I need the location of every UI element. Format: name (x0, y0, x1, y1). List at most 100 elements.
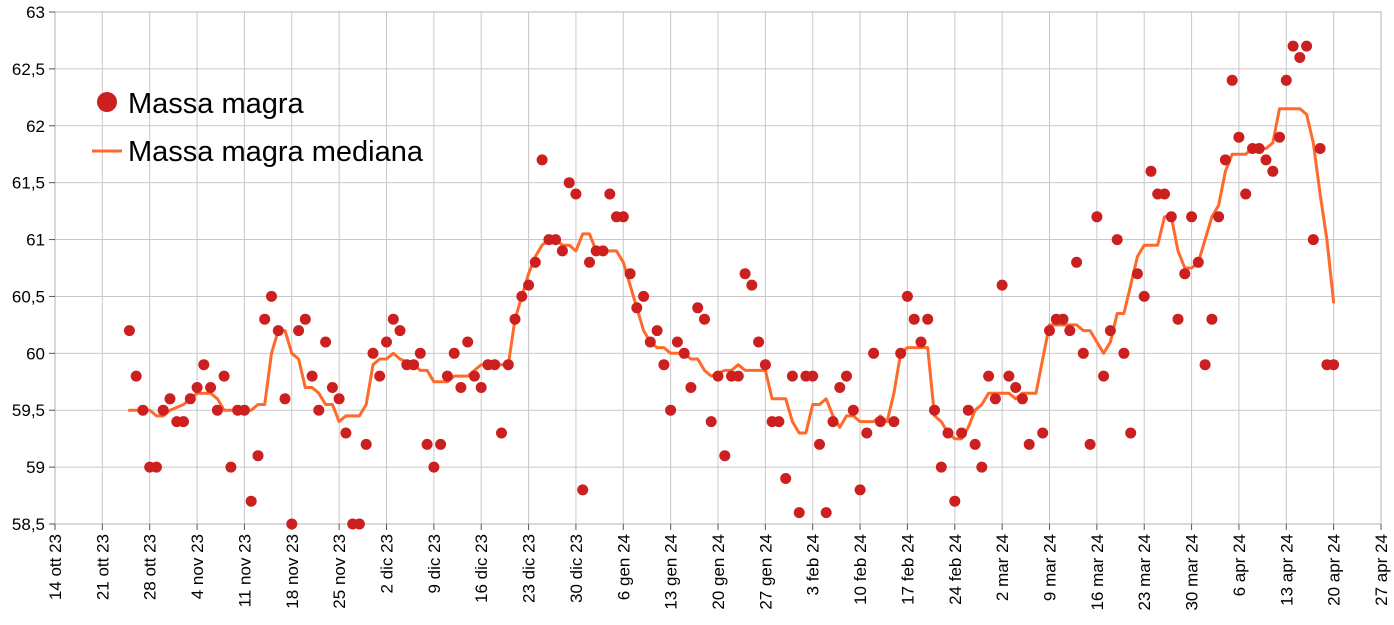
data-point (1186, 211, 1198, 223)
data-point (1084, 438, 1096, 450)
data-point (523, 279, 535, 291)
data-point (387, 313, 399, 325)
data-point (529, 256, 541, 268)
x-tick-label: 4 nov 23 (188, 534, 207, 599)
data-point (137, 404, 149, 416)
data-point (1179, 268, 1191, 280)
data-point (604, 188, 616, 200)
data-point (976, 461, 988, 473)
data-point (556, 245, 568, 257)
data-point (448, 347, 460, 359)
data-point (218, 370, 230, 382)
data-point (286, 518, 298, 530)
data-point (1044, 325, 1055, 337)
data-point (184, 393, 196, 405)
data-point (1172, 313, 1184, 325)
data-point (888, 416, 900, 428)
y-tick-label: 60 (26, 344, 45, 363)
data-point (293, 325, 305, 337)
data-point (908, 313, 920, 325)
data-point (1199, 359, 1211, 371)
median-series (127, 107, 1336, 441)
data-point (266, 290, 277, 302)
x-tick-label: 14 ott 23 (46, 534, 65, 600)
data-point (861, 427, 873, 439)
x-tick-label: 21 ott 23 (93, 534, 112, 600)
data-point (496, 427, 507, 439)
data-point (942, 427, 954, 439)
x-tick-label: 3 feb 24 (804, 534, 823, 595)
data-point (1280, 74, 1292, 86)
data-point (1301, 40, 1313, 52)
data-point (1159, 188, 1170, 200)
data-point (570, 188, 582, 200)
y-tick-label: 63 (26, 3, 45, 22)
data-point (367, 347, 379, 359)
data-point (935, 461, 947, 473)
data-point (435, 438, 447, 450)
data-point (550, 234, 562, 246)
data-point (1118, 347, 1130, 359)
data-point (333, 393, 345, 405)
data-point (1240, 188, 1252, 200)
data-point (1192, 256, 1204, 268)
x-tick-label: 24 feb 24 (946, 534, 965, 605)
legend-marker-points (97, 92, 117, 112)
data-point (895, 347, 907, 359)
x-tick-label: 27 gen 24 (756, 534, 775, 610)
x-tick-label: 23 dic 23 (520, 534, 539, 603)
data-point (617, 211, 629, 223)
data-point (746, 279, 758, 291)
data-point (922, 313, 934, 325)
data-point (455, 382, 467, 393)
data-point (814, 438, 825, 450)
data-point (962, 404, 974, 416)
data-point (536, 154, 548, 166)
data-point (874, 416, 886, 428)
data-point (360, 438, 372, 450)
data-point (1003, 370, 1015, 382)
x-tick-label: 25 nov 23 (330, 534, 349, 609)
data-point (1071, 256, 1083, 268)
data-point (827, 416, 839, 428)
data-point (739, 268, 751, 280)
data-point (786, 370, 798, 382)
x-tick-label: 30 dic 23 (567, 534, 586, 603)
legend-label-points: Massa magra (128, 88, 305, 120)
x-tick-label: 2 dic 23 (378, 534, 397, 594)
data-point (699, 313, 710, 325)
data-point (638, 290, 650, 302)
data-point (705, 416, 717, 428)
data-point (353, 518, 365, 530)
data-point (901, 290, 913, 302)
data-point (996, 279, 1008, 291)
data-point (502, 359, 514, 371)
data-point (259, 313, 271, 325)
data-point (793, 507, 805, 519)
data-point (665, 404, 677, 416)
data-point (326, 382, 338, 393)
data-point (1260, 154, 1272, 166)
x-tick-label: 2 mar 24 (993, 534, 1012, 601)
data-point (238, 404, 250, 416)
x-tick-label: 23 mar 24 (1135, 534, 1154, 611)
x-tick-label: 16 mar 24 (1088, 534, 1107, 611)
data-point (983, 370, 995, 382)
data-point (807, 370, 819, 382)
data-point (1098, 370, 1110, 382)
data-point (245, 495, 257, 507)
data-point (225, 461, 237, 473)
data-point (475, 382, 487, 393)
data-point (631, 302, 643, 314)
data-point (915, 336, 927, 348)
x-tick-label: 30 mar 24 (1183, 534, 1202, 611)
y-tick-label: 58,5 (12, 515, 45, 534)
data-point (712, 370, 724, 382)
points-series (123, 40, 1340, 530)
data-point (1077, 347, 1089, 359)
data-point (1274, 131, 1285, 143)
data-point (1328, 359, 1340, 371)
data-point (1307, 234, 1319, 246)
x-tick-label: 20 gen 24 (709, 534, 728, 610)
